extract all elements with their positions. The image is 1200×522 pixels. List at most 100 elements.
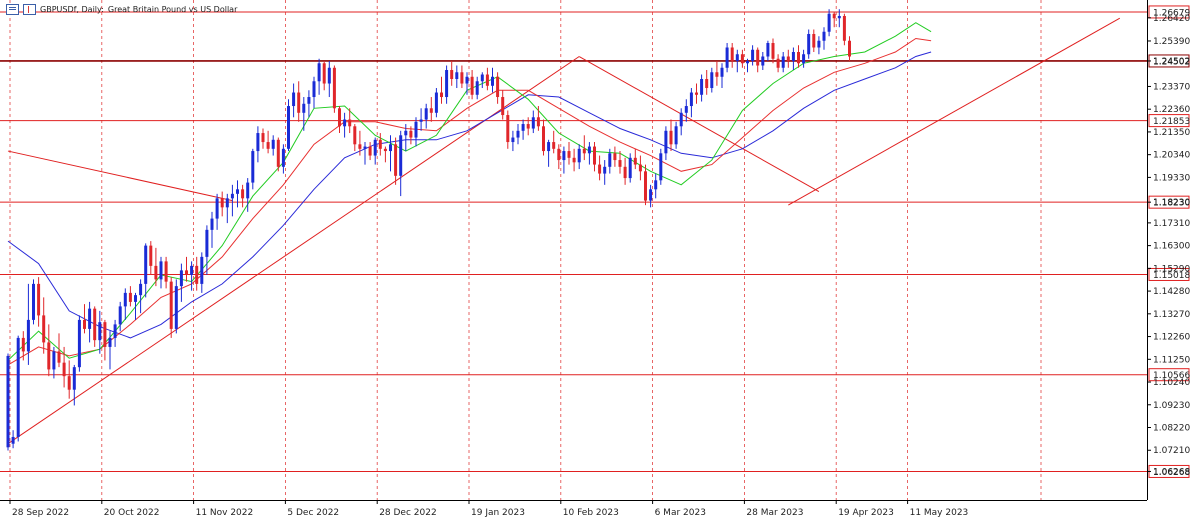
candle-body	[491, 76, 494, 86]
candle-body	[42, 315, 46, 343]
candle-body	[322, 63, 326, 84]
candle-body	[419, 119, 423, 122]
level-label: 1.24502	[1153, 57, 1190, 67]
candle-body	[154, 265, 158, 280]
candle-body	[287, 106, 290, 149]
price-axis: 1.26420 1.25390 1.24502 1.23370 1.22360 1.213…	[1147, 14, 1190, 477]
y-tick-label: 1.08220	[1153, 424, 1190, 434]
candle-body	[700, 79, 704, 95]
symbol-label: GBPUSDf, Daily:	[40, 5, 104, 14]
bear-candle	[842, 13, 846, 46]
candle-body	[32, 283, 35, 320]
bear-candle	[460, 65, 464, 89]
candle-body	[684, 106, 688, 113]
bull-candle	[475, 76, 479, 100]
bull-candle	[511, 130, 515, 152]
candle-body	[842, 15, 846, 41]
candle-body	[608, 153, 612, 167]
bull-candle	[531, 110, 535, 134]
candle-body	[812, 33, 816, 48]
candle-body	[118, 306, 122, 325]
bull-candle	[230, 184, 234, 217]
candle-body	[440, 92, 443, 98]
candle-body	[445, 70, 449, 98]
bull-candle	[159, 256, 163, 289]
bull-candle	[113, 319, 117, 347]
candle-body	[547, 142, 551, 152]
bear-candle	[501, 90, 505, 120]
bear-candle	[169, 277, 173, 338]
candle-body	[83, 319, 86, 329]
candle-body	[644, 171, 647, 201]
bear-candle	[740, 49, 744, 68]
candle-body	[169, 281, 173, 329]
candle-body	[271, 139, 275, 149]
chart-type-icon[interactable]	[23, 4, 36, 15]
candle-body	[485, 74, 489, 86]
bull-candle	[139, 279, 143, 314]
candle-body	[164, 261, 168, 282]
candle-body	[353, 126, 357, 145]
candle-body	[511, 137, 515, 143]
candle-body	[6, 355, 10, 448]
x-tick-label: 6 Mar 2023	[655, 508, 706, 518]
bear-candle	[47, 324, 51, 377]
candle-body	[603, 166, 607, 174]
candle-body	[613, 153, 617, 161]
candle-body	[424, 108, 428, 120]
trendline	[7, 150, 233, 202]
bear-candle	[582, 135, 586, 161]
bear-candle	[195, 256, 199, 291]
candle-body	[195, 265, 199, 284]
bear-candle	[572, 148, 576, 172]
candle-body	[480, 74, 484, 82]
candle-body	[562, 151, 566, 161]
candle-body	[628, 157, 632, 179]
y-tick-label: 1.18230	[1153, 198, 1190, 208]
x-tick-label: 5 Dec 2022	[287, 508, 339, 518]
candle-body	[572, 157, 576, 163]
bear-candle	[42, 297, 46, 354]
candle-body	[98, 322, 102, 341]
bear-candle	[623, 157, 627, 185]
bull-candle	[317, 58, 321, 95]
bull-candle	[761, 52, 765, 71]
bull-candle	[215, 193, 219, 230]
bear-candle	[261, 128, 265, 149]
bull-candle	[628, 153, 632, 183]
bear-candle	[220, 191, 224, 217]
candle-body	[669, 130, 673, 145]
candle-body	[593, 146, 596, 165]
candle-body	[302, 103, 306, 113]
candle-body	[11, 436, 15, 444]
candle-body	[450, 70, 454, 80]
bull-candle	[363, 142, 367, 165]
candle-body	[88, 308, 92, 329]
bull-candle	[389, 135, 392, 172]
bear-candle	[613, 146, 617, 167]
ma-slow-line	[7, 51, 932, 339]
bull-candle	[52, 346, 56, 379]
bear-candle	[149, 241, 153, 275]
horizontal-levels: 1.26679 1.24502 1.21853 1.18230 1.15018 1.105…	[0, 5, 1190, 478]
candle-body	[730, 47, 734, 62]
bull-candle	[307, 90, 311, 118]
candle-body	[363, 146, 367, 149]
bear-candle	[567, 142, 571, 165]
candle-body	[496, 76, 500, 98]
bear-candle	[506, 110, 510, 149]
bull-candle	[144, 243, 148, 298]
bear-candle	[21, 331, 25, 361]
chart-menu-icon[interactable]	[6, 4, 19, 15]
y-tick-label: 1.21350	[1153, 128, 1190, 138]
bull-candle	[327, 61, 331, 98]
bull-candle	[271, 135, 275, 156]
bear-candle	[378, 133, 382, 156]
bull-candle	[587, 142, 591, 165]
candle-body	[174, 286, 178, 329]
candle-body	[16, 337, 20, 437]
level-label-box	[1148, 368, 1190, 382]
x-tick-label: 19 Jan 2023	[471, 508, 525, 518]
candle-body	[715, 72, 719, 77]
